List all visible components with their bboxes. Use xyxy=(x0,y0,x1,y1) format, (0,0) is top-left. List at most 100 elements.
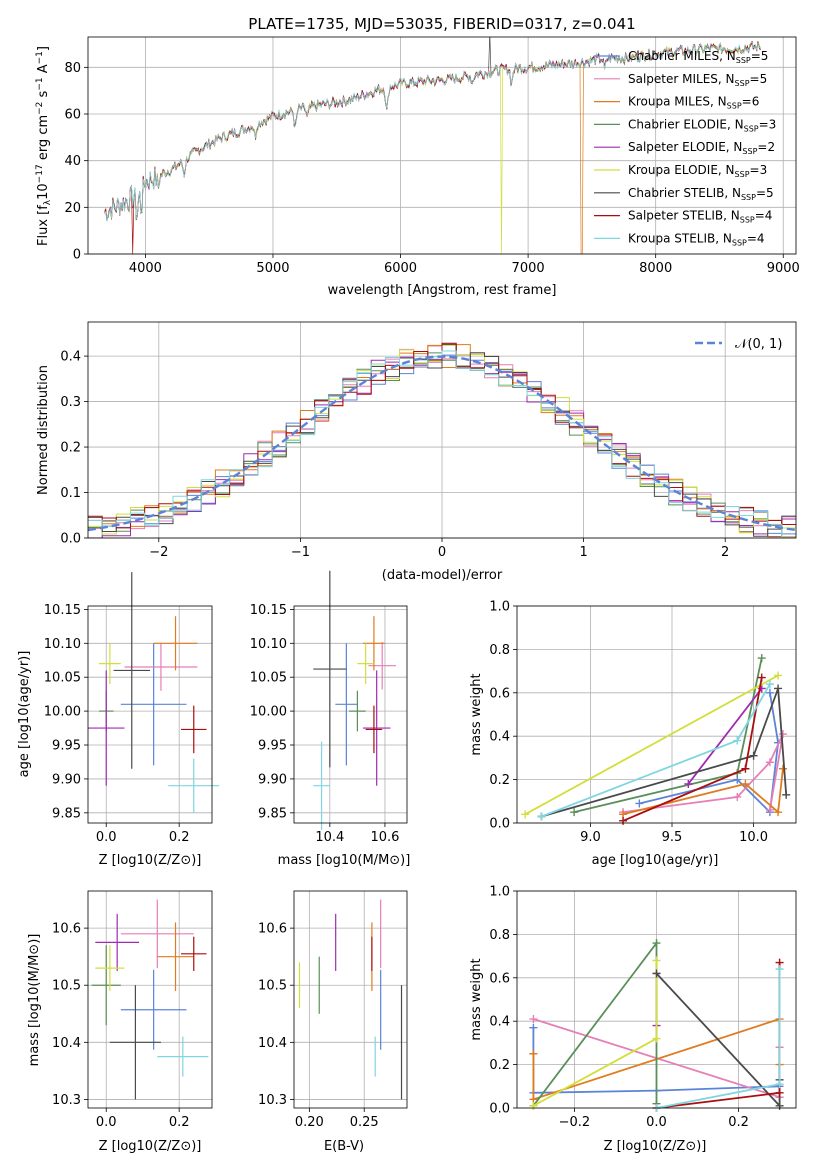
x-tick-label: 0.0 xyxy=(96,1115,117,1130)
mass-weight-marker xyxy=(774,671,783,680)
x-tick-label: −1 xyxy=(291,545,310,560)
y-tick-label: 0.0 xyxy=(489,817,510,832)
y-tick-label: 10.05 xyxy=(44,671,81,686)
mass-weight-marker xyxy=(775,965,784,974)
x-tick-label: 7000 xyxy=(512,261,545,276)
mass-weight-marker xyxy=(652,1034,661,1043)
x-tick-label: −0.2 xyxy=(559,1115,591,1130)
legend-entry: Kroupa MILES, NSSP=6 xyxy=(628,95,759,111)
x-tick-label: 0.2 xyxy=(169,1115,190,1130)
x-axis-label: E(B-V) xyxy=(324,1139,364,1154)
y-tick-label: 10.05 xyxy=(250,671,287,686)
legend-entry: Kroupa ELODIE, NSSP=3 xyxy=(628,163,767,179)
mass-weight-marker xyxy=(765,805,774,814)
y-tick-label: 10.00 xyxy=(250,705,287,720)
y-tick-label: 9.85 xyxy=(52,806,81,821)
x-axis-label: Z [log10(Z/Z⊙)] xyxy=(604,1139,707,1154)
y-tick-label: 10.10 xyxy=(44,637,81,652)
legend-entry: 𝒩(0, 1) xyxy=(735,337,782,352)
residual-axes: −2 −1 0 1 2 0.0 0.1 0.2 0.3 0.4 (data-model)/error… xyxy=(36,321,797,583)
x-axis-label: Z [log10(Z/Z⊙)] xyxy=(99,853,202,868)
legend-entry: Salpeter ELODIE, NSSP=2 xyxy=(628,140,775,156)
age-vs-Z-axes: 0.0 0.2 9.85 9.90 9.95 10.00 10.05 10.10 10.15 Z … xyxy=(17,572,220,868)
y-tick-label: 10.10 xyxy=(250,637,287,652)
x-tick-label: 2 xyxy=(721,545,729,560)
mass-weight-marker xyxy=(733,792,742,801)
y-tick-label: 9.95 xyxy=(258,739,287,754)
normal-reference-curve xyxy=(87,355,797,532)
mass-weight-marker xyxy=(775,1088,784,1097)
y-tick-label: 0.2 xyxy=(489,773,510,788)
mass-weight-marker xyxy=(782,790,791,799)
mass-weight-marker xyxy=(749,751,758,760)
y-tick-label: 0.2 xyxy=(60,441,81,456)
y-tick-label: 0.4 xyxy=(60,350,81,365)
mass-weight-line xyxy=(687,687,763,785)
y-tick-label: 0.4 xyxy=(489,1015,510,1030)
mass-weight-line xyxy=(655,972,781,1108)
mass-weight-marker xyxy=(757,673,766,682)
x-axis-label: age [log10(age/yr)] xyxy=(592,853,719,868)
axes-frame xyxy=(293,890,408,1109)
x-tick-label: 10.6 xyxy=(370,830,399,845)
y-axis-label: mass [log10(M/M⊙)] xyxy=(27,934,42,1067)
x-axis-label: (data-model)/error xyxy=(382,568,503,583)
y-axis-label: Flux [fλ10−17 erg cm−2 s−1 A−1] xyxy=(35,46,53,246)
x-tick-label: 9000 xyxy=(767,261,800,276)
mass-weight-marker xyxy=(521,810,530,819)
mass-weight-marker xyxy=(684,779,693,788)
y-tick-label: 10.3 xyxy=(258,1093,287,1108)
mass-weight-marker xyxy=(529,1101,538,1110)
x-tick-label: 5000 xyxy=(256,261,289,276)
axes-frame xyxy=(87,890,213,1109)
mass-weight-marker xyxy=(775,1080,784,1089)
mass-weight-marker xyxy=(652,956,661,965)
mass-weight-marker xyxy=(529,1049,538,1058)
x-tick-label: 0.20 xyxy=(295,1115,324,1130)
x-axis-label: mass [log10(M/M⊙)] xyxy=(278,853,411,868)
y-tick-label: 9.90 xyxy=(258,772,287,787)
mass-vs-ebv-axes: 0.20 0.25 10.3 10.4 10.5 10.6 E(B-V) xyxy=(258,890,408,1154)
y-axis-label: mass weight xyxy=(469,958,484,1040)
x-tick-label: 0 xyxy=(438,545,446,560)
mass-weight-marker xyxy=(774,808,783,817)
spectrum-axes: 4000 5000 6000 7000 8000 9000 0 20 40 60 80 PLATE=1… xyxy=(35,15,800,298)
y-tick-label: 0.8 xyxy=(489,643,510,658)
axes-frame xyxy=(87,605,213,824)
y-tick-label: 10.4 xyxy=(52,1036,81,1051)
y-tick-label: 10.15 xyxy=(250,603,287,618)
mass-weight-marker xyxy=(652,939,661,948)
mass-weight-line xyxy=(622,768,784,816)
y-tick-label: 9.85 xyxy=(258,806,287,821)
spectrum-legend: Chabrier MILES, NSSP=5 Salpeter MILES, NS… xyxy=(594,49,776,247)
y-tick-label: 60 xyxy=(64,108,81,123)
x-tick-label: −2 xyxy=(149,545,168,560)
y-tick-label: 10.6 xyxy=(52,922,81,937)
mass-weight-marker xyxy=(733,736,742,745)
x-tick-label: 6000 xyxy=(384,261,417,276)
x-tick-label: 1 xyxy=(579,545,587,560)
y-axis-label: age [log10(age/yr)] xyxy=(17,651,32,778)
x-tick-label: 4000 xyxy=(129,261,162,276)
legend-entry: Salpeter MILES, NSSP=5 xyxy=(628,72,767,88)
massweight-vs-age-axes: 9.0 9.5 10.0 0.0 0.2 0.4 0.6 0.8 1.0 age [log10(a… xyxy=(469,600,797,868)
legend-entry: Salpeter STELIB, NSSP=4 xyxy=(628,209,772,225)
y-tick-label: 10.5 xyxy=(258,979,287,994)
y-tick-label: 0.6 xyxy=(489,971,510,986)
x-tick-label: 0.0 xyxy=(646,1115,667,1130)
y-tick-label: 0.0 xyxy=(489,1102,510,1117)
mass-weight-marker xyxy=(619,816,628,825)
y-axis-label: mass weight xyxy=(469,673,484,755)
y-axis-label: Normed distribution xyxy=(36,365,51,495)
spectrum-series-line xyxy=(104,41,761,254)
y-tick-label: 1.0 xyxy=(489,600,510,615)
legend-entry: Kroupa STELIB, NSSP=4 xyxy=(628,231,765,247)
x-tick-label: 0.2 xyxy=(728,1115,749,1130)
y-tick-label: 10.6 xyxy=(258,922,287,937)
mass-weight-marker xyxy=(741,779,750,788)
massweight-vs-Z-axes: −0.2 0.0 0.2 0.0 0.2 0.4 0.6 0.8 1.0 Z [log10(Z/Z… xyxy=(469,885,797,1154)
y-tick-label: 1.0 xyxy=(489,885,510,900)
x-axis-label: wavelength [Angstrom, rest frame] xyxy=(328,283,557,298)
mass-weight-marker xyxy=(635,799,644,808)
mass-weight-marker xyxy=(652,969,661,978)
